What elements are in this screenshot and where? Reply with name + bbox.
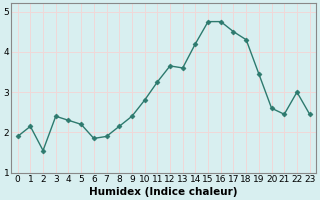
X-axis label: Humidex (Indice chaleur): Humidex (Indice chaleur) bbox=[89, 187, 238, 197]
